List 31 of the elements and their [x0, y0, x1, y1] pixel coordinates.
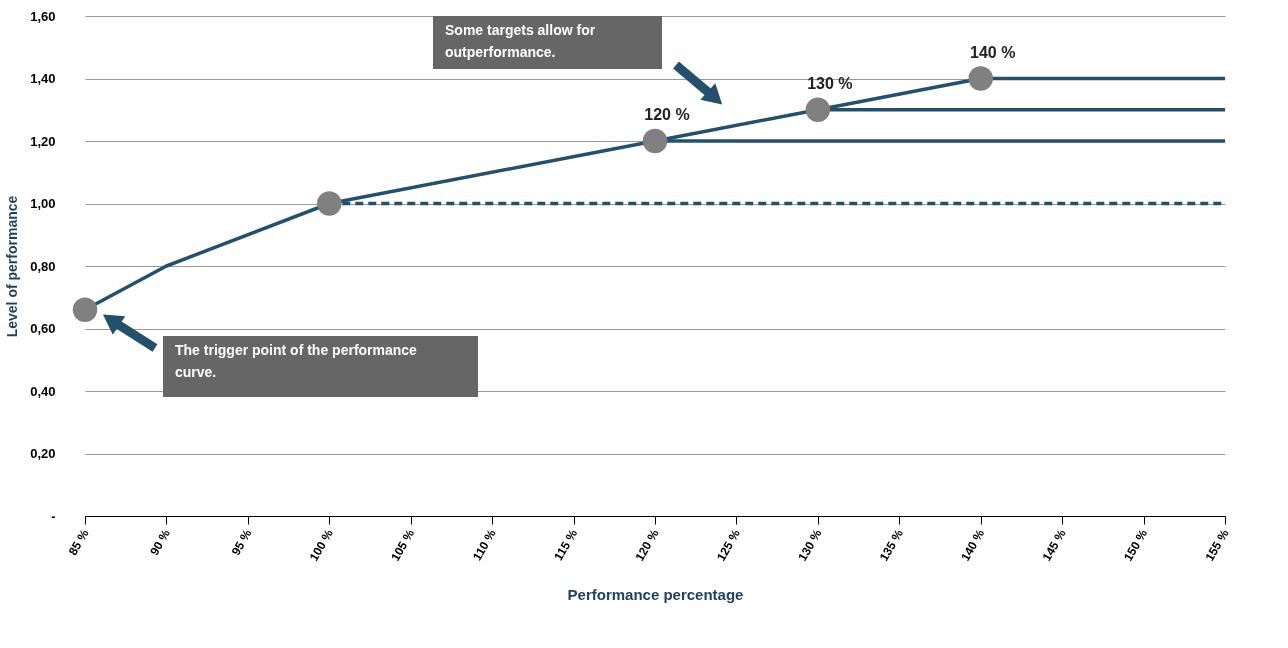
- x-axis-title: Performance percentage: [567, 585, 744, 603]
- data-label: 140 %: [970, 43, 1016, 61]
- x-tick-label: 85 %: [65, 526, 92, 558]
- y-axis-title: Level of performance: [4, 195, 21, 338]
- y-tick-label: 0,20: [30, 446, 56, 461]
- x-tick-label: 140 %: [958, 526, 988, 564]
- y-tick-label: 0,40: [30, 383, 56, 399]
- y-tick-label: 1,40: [30, 71, 56, 86]
- y-tick-label: 1,20: [30, 133, 56, 149]
- x-tick-label: 130 %: [795, 526, 825, 564]
- data-label: 120 %: [644, 106, 690, 123]
- data-label: 130 %: [807, 74, 853, 92]
- x-tick-label: 120 %: [632, 526, 662, 564]
- annotation: Some targets allow for outperformance.: [445, 22, 596, 60]
- x-tick-label: 110 %: [469, 526, 499, 563]
- y-tick-label: -: [51, 508, 56, 524]
- y-tick-label: 1,00: [30, 196, 56, 211]
- y-tick-label: 0,80: [30, 258, 56, 274]
- x-tick-label: 95 %: [228, 526, 255, 558]
- x-tick-label: 100 %: [306, 526, 337, 564]
- annotation: The trigger point of the performance curve.: [175, 342, 418, 380]
- x-tick-label: 135 %: [876, 526, 907, 564]
- x-tick-label: 115 %: [551, 526, 581, 563]
- y-tick-label: 1,60: [30, 8, 56, 24]
- x-tick-label: 90 %: [147, 526, 174, 558]
- x-tick-label: 125 %: [713, 526, 744, 564]
- x-tick-label: 155 %: [1202, 526, 1232, 564]
- x-tick-label: 150 %: [1120, 526, 1151, 564]
- x-tick-label: 105 %: [388, 526, 418, 564]
- x-tick-label: 145 %: [1039, 526, 1069, 564]
- y-tick-label: 0,60: [30, 321, 56, 336]
